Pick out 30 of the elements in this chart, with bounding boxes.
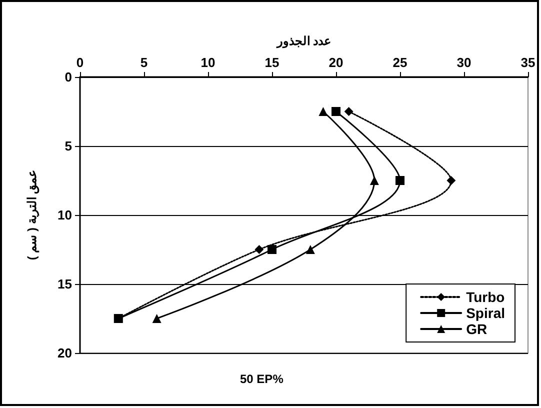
x-tick-label: 5	[140, 55, 148, 70]
legend-label: GR	[466, 321, 488, 337]
x-tick-label: 20	[328, 55, 344, 70]
point	[152, 314, 162, 323]
x-tick-label: 15	[264, 55, 280, 70]
x-tick-label: 10	[200, 55, 216, 70]
y-axis-title: عمق التربة ( سم )	[25, 170, 40, 260]
x-tick-label: 25	[392, 55, 408, 70]
legend-label: Spiral	[466, 305, 506, 321]
y-tick-label: 5	[64, 138, 72, 154]
y-tick-label: 15	[58, 276, 72, 292]
x-tick-label: 0	[76, 55, 84, 70]
x-axis-title: عدد الجذور	[276, 34, 332, 49]
point	[344, 107, 354, 116]
y-tick-label: 20	[58, 346, 72, 360]
y-tick-label: 10	[58, 208, 72, 222]
point	[446, 176, 456, 185]
text: 50 EP%	[240, 372, 284, 386]
point	[370, 176, 379, 185]
x-tick-label: 35	[520, 55, 536, 70]
point	[114, 314, 123, 323]
point	[268, 245, 276, 254]
point	[396, 176, 404, 185]
point	[318, 107, 328, 116]
legend-label: Turbo	[466, 289, 505, 305]
point	[332, 107, 340, 116]
point	[306, 245, 315, 254]
point	[254, 245, 264, 254]
y-tick-label: 0	[64, 70, 72, 84]
x-tick-label: 30	[456, 55, 472, 70]
